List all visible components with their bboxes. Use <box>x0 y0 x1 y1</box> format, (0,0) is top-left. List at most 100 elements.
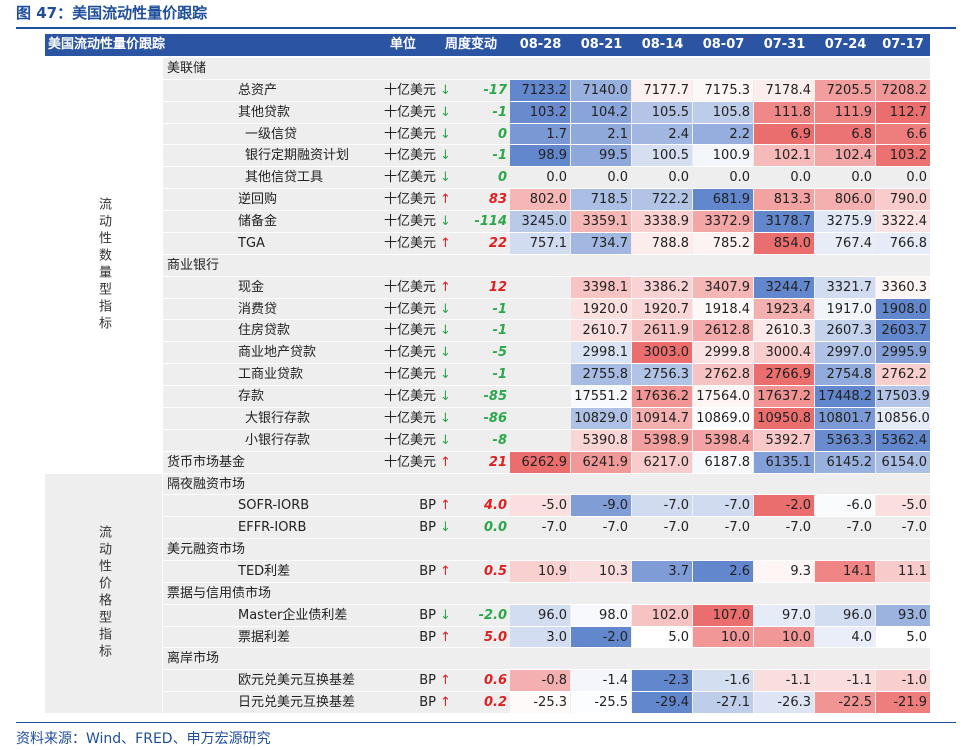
value-cell: 103.2 <box>510 101 570 123</box>
value-cell: 1917.0 <box>815 298 875 320</box>
value-cell: -5.0 <box>510 495 570 517</box>
value-cell: -21.9 <box>876 692 930 714</box>
arrow: ↓ <box>440 410 451 426</box>
rule <box>16 722 956 723</box>
value-cell: 5390.8 <box>571 429 631 451</box>
value-cell: 1923.4 <box>754 298 814 320</box>
value-cell: 2766.9 <box>754 364 814 386</box>
row-name: 小银行存款 <box>245 432 311 448</box>
row-bg <box>163 539 930 560</box>
value-cell: 111.9 <box>815 101 875 123</box>
unit: 十亿美元 <box>383 323 436 339</box>
value-cell: -1.6 <box>693 670 753 692</box>
value-cell: 14.1 <box>815 561 875 582</box>
unit: 十亿美元 <box>383 170 436 186</box>
value-cell: 96.0 <box>510 604 570 626</box>
arrow: ↑ <box>440 498 451 514</box>
row-name: TED利差 <box>238 564 291 579</box>
unit: BP <box>419 673 436 689</box>
value-cell: 5398.4 <box>693 429 753 451</box>
value-cell: 3372.9 <box>693 211 753 232</box>
value-cell: 854.0 <box>754 232 814 254</box>
value-cell: -25.5 <box>571 692 631 714</box>
row-name: Master企业债利差 <box>238 607 348 623</box>
value-cell: 2755.8 <box>571 364 631 386</box>
arrow: ↓ <box>440 214 451 230</box>
arrow: ↓ <box>440 126 451 142</box>
arrow: ↓ <box>440 389 451 405</box>
value-cell: 3360.3 <box>876 276 930 298</box>
change: 0.5 <box>483 564 507 579</box>
value-cell: 2995.9 <box>876 342 930 364</box>
value-cell: 5.0 <box>876 626 930 648</box>
row-name: 隔夜融资市场 <box>167 476 246 492</box>
row-name: 大银行存款 <box>245 410 311 426</box>
unit: BP <box>419 498 436 514</box>
value-cell: 100.9 <box>693 145 753 167</box>
header-date: 08-21 <box>580 37 623 52</box>
arrow: ↓ <box>440 607 451 623</box>
arrow: ↑ <box>440 279 451 295</box>
value-cell: -26.3 <box>754 692 814 714</box>
value-cell: -7.0 <box>846 520 872 536</box>
row-name: 票据利差 <box>238 629 291 645</box>
value-cell: -7.0 <box>901 520 927 536</box>
value-cell: 96.0 <box>815 604 875 626</box>
unit: BP <box>419 629 436 645</box>
row-name: 一级信贷 <box>245 126 298 142</box>
unit: 十亿美元 <box>383 192 436 208</box>
change: 0.6 <box>483 673 507 689</box>
unit: BP <box>419 607 436 623</box>
arrow: ↑ <box>440 673 451 689</box>
value-cell: -29.4 <box>632 692 692 714</box>
change: -85 <box>483 389 508 405</box>
value-cell: 3386.2 <box>632 276 692 298</box>
table-header: 美国流动性量价跟踪 单位 周度变动 08-28 08-21 08-14 08-07 07… <box>45 34 930 56</box>
unit: 十亿美元 <box>383 214 436 230</box>
value-cell: 2762.8 <box>693 364 753 386</box>
unit: 十亿美元 <box>383 389 436 405</box>
value-cell: 3003.0 <box>632 342 692 364</box>
value-cell: 2612.8 <box>693 320 753 342</box>
value-cell: 2762.2 <box>876 364 930 386</box>
rule <box>16 27 956 29</box>
row-bg <box>163 254 930 276</box>
value-cell: 790.0 <box>876 189 930 211</box>
value-cell: 2610.7 <box>571 320 631 342</box>
value-cell: 17636.2 <box>632 386 692 407</box>
value-cell: 767.4 <box>815 232 875 254</box>
change: 4.0 <box>483 498 507 514</box>
value-cell: 111.8 <box>754 101 814 123</box>
value-cell: 757.1 <box>510 232 570 254</box>
value-cell: 6135.1 <box>754 451 814 473</box>
value-cell: 6262.9 <box>510 451 570 473</box>
value-cell: 5.0 <box>632 626 692 648</box>
value-cell: 112.7 <box>876 101 930 123</box>
row-bg <box>163 648 930 670</box>
header-change: 周度变动 <box>445 37 498 52</box>
value-cell: 0.0 <box>607 170 628 186</box>
section-label: 流动性价格型指标 <box>96 525 111 662</box>
row-name: 美元融资市场 <box>167 542 246 558</box>
value-cell: -7.0 <box>602 520 628 536</box>
value-cell: 9.3 <box>754 561 814 582</box>
value-cell: 93.0 <box>876 604 930 626</box>
row-name: 银行定期融资计划 <box>245 148 350 164</box>
value-cell: -7.0 <box>724 520 750 536</box>
value-cell: 97.0 <box>754 604 814 626</box>
row-name: 工商业贷款 <box>238 367 304 383</box>
row-name: 商业地产贷款 <box>238 345 317 361</box>
arrow: ↑ <box>440 629 451 645</box>
row-name: 逆回购 <box>238 192 278 208</box>
value-cell: 6.6 <box>876 123 930 145</box>
row-name: 其他贷款 <box>238 104 291 120</box>
change: 5.0 <box>483 629 507 645</box>
value-cell: 98.9 <box>510 145 570 167</box>
row-name: 储备金 <box>238 214 278 230</box>
change: -1 <box>492 367 507 383</box>
unit: 十亿美元 <box>383 345 436 361</box>
change: 0 <box>497 126 507 142</box>
value-cell: 718.5 <box>571 189 631 211</box>
unit: 十亿美元 <box>383 235 436 251</box>
value-cell: 100.5 <box>632 145 692 167</box>
